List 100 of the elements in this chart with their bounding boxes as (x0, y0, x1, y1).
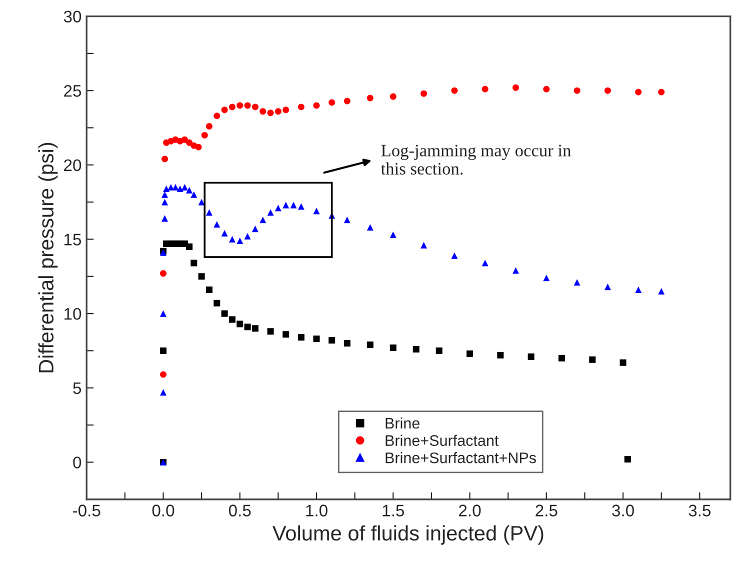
point (482, 260, 488, 266)
point (181, 184, 188, 190)
point (260, 108, 266, 115)
point (344, 216, 350, 224)
point (214, 300, 220, 306)
point (274, 204, 282, 212)
point (658, 288, 665, 295)
x-tick-label: 3.0 (612, 504, 634, 516)
legend-label: Brine+Surfactant (386, 434, 499, 446)
point (228, 236, 236, 243)
x-axis-title: Volume of fluids injected (PV) (272, 525, 544, 545)
y-tick-label: 20 (64, 159, 82, 172)
point (604, 284, 611, 290)
point (366, 224, 374, 231)
x-tick-label: 2.0 (459, 504, 481, 516)
point (390, 344, 396, 352)
point (558, 354, 565, 362)
point (543, 274, 550, 282)
point (160, 389, 166, 396)
y-tick-label: 0 (73, 456, 82, 468)
point (420, 90, 428, 97)
point (190, 260, 198, 266)
point (228, 316, 236, 323)
point (366, 342, 374, 348)
point (290, 202, 297, 208)
point (221, 230, 228, 237)
x-tick-label: 0.0 (152, 504, 174, 516)
point (635, 286, 642, 294)
point (206, 123, 212, 130)
point (420, 242, 428, 248)
x-tick-label: 0.5 (228, 504, 251, 516)
point (198, 198, 205, 206)
point (390, 93, 396, 100)
point (201, 132, 208, 138)
point (635, 88, 642, 96)
point (252, 226, 258, 232)
point (658, 88, 665, 96)
point (466, 350, 474, 357)
point (282, 106, 290, 114)
x-tick-label: 2.5 (536, 504, 558, 516)
point (574, 87, 580, 94)
point (190, 191, 198, 198)
point (512, 84, 520, 91)
x-tick-label: 1.5 (382, 504, 404, 516)
point (162, 191, 168, 198)
point (267, 209, 274, 216)
point (298, 334, 304, 341)
point (298, 203, 304, 210)
point (282, 331, 290, 338)
point (451, 252, 458, 259)
point (313, 102, 320, 109)
point (267, 328, 274, 335)
point (252, 325, 258, 332)
point (186, 186, 193, 194)
point (282, 202, 290, 208)
point (313, 208, 320, 214)
point (221, 310, 228, 317)
point (298, 104, 304, 110)
point (176, 185, 184, 192)
point (181, 136, 188, 143)
point (198, 273, 205, 280)
point (221, 106, 228, 114)
x-tick-label: -0.5 (72, 504, 100, 516)
point (260, 216, 266, 224)
point (252, 104, 258, 110)
point (160, 270, 166, 277)
point (186, 243, 193, 250)
annotation: Log-jamming may occur in this section. (380, 144, 571, 175)
point (451, 87, 458, 94)
y-tick-label: 25 (64, 85, 82, 97)
y-tick-label: 5 (73, 382, 82, 394)
point (620, 359, 626, 366)
point (274, 108, 282, 115)
point (186, 139, 193, 146)
legend-label: Brine (386, 417, 420, 429)
point (244, 233, 251, 240)
point (236, 237, 244, 244)
point (160, 310, 166, 317)
point (267, 110, 274, 116)
point (328, 99, 336, 106)
point (236, 320, 244, 328)
point (160, 347, 166, 354)
point (390, 232, 396, 238)
point (162, 215, 168, 222)
y-tick-label: 15 (64, 234, 82, 246)
point (366, 94, 374, 102)
point (160, 371, 166, 378)
x-tick-label: 3.5 (688, 504, 711, 516)
point (172, 184, 179, 190)
point (214, 221, 220, 228)
y-axis-title: Differential pressure (psi) (38, 142, 58, 372)
point (206, 286, 212, 294)
legend-label: Brine+Surfactant+NPs (386, 452, 536, 464)
point (574, 279, 580, 286)
x-tick-label: 1.0 (306, 504, 328, 516)
point (543, 86, 550, 92)
point (162, 156, 168, 162)
y-tick-label: 10 (64, 308, 82, 320)
point (604, 87, 611, 94)
point (228, 104, 236, 110)
